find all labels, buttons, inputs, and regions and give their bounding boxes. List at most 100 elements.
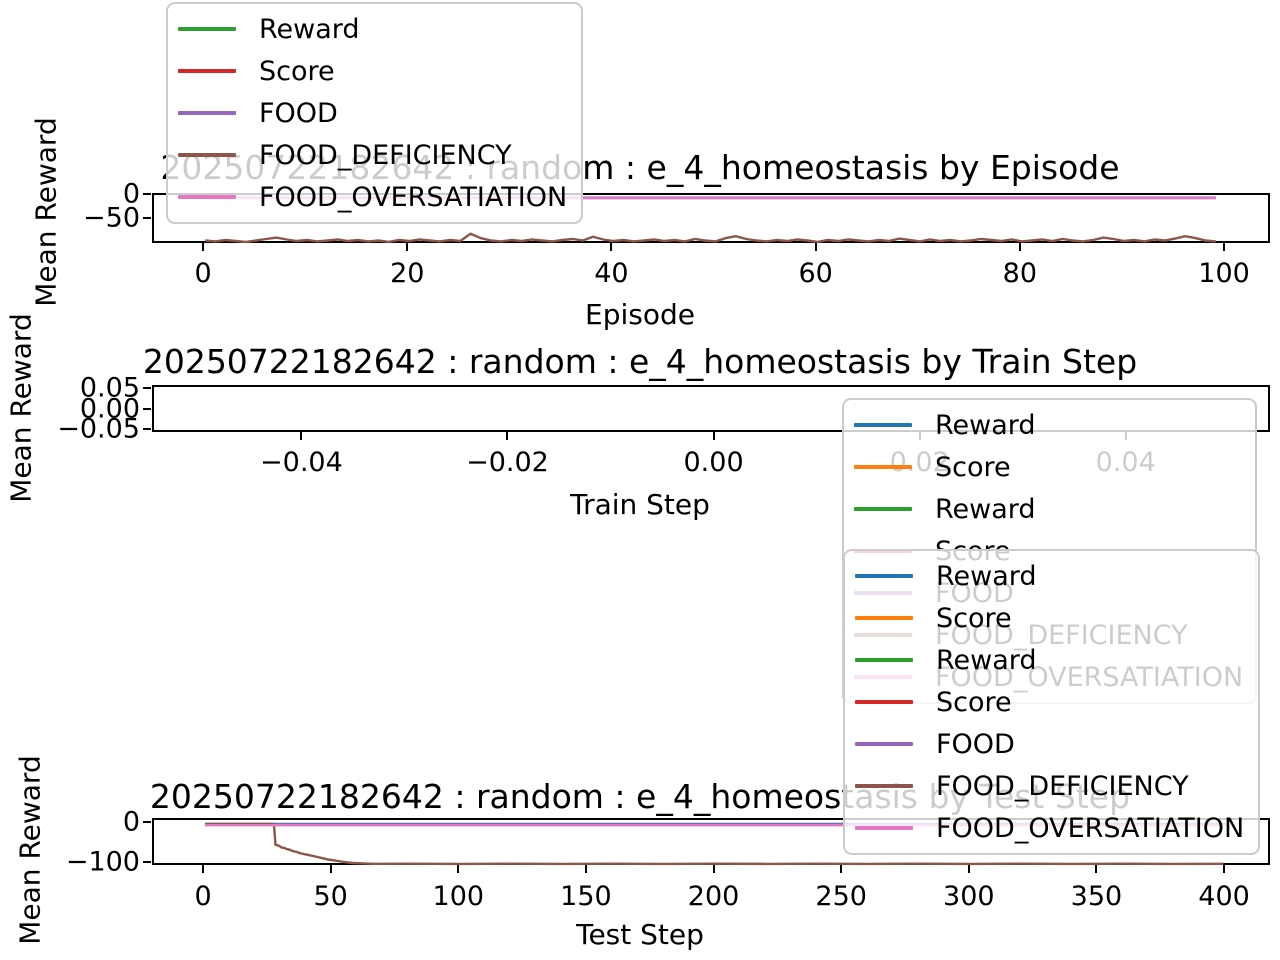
y-tick-mark [143, 427, 151, 430]
legend-line-swatch-blue [854, 423, 912, 427]
legend-label: Reward [935, 493, 1036, 525]
legend-label: Reward [936, 560, 1037, 592]
legend-row: FOOD_OVERSATIATION [855, 807, 1244, 849]
x-tick-mark [406, 243, 409, 251]
y-tick-label: 0 [122, 806, 140, 838]
legend-line-swatch-green [855, 658, 913, 662]
plot3-yaxis-label: Mean Reward [13, 755, 47, 945]
legend-row: FOOD_DEFICIENCY [178, 134, 567, 176]
plot3-xaxis-label: Test Step [576, 918, 704, 951]
x-tick-label: 20 [390, 258, 425, 289]
x-tick-label: 100 [1198, 258, 1250, 289]
x-tick-mark [457, 865, 460, 873]
legend-label: Reward [935, 409, 1036, 441]
plot1-yaxis-label: Mean Reward [29, 117, 63, 307]
legend-row: Reward [855, 639, 1244, 681]
y-tick-mark [143, 820, 151, 823]
legend-line-swatch-green [178, 27, 236, 31]
x-tick-label: 100 [432, 881, 485, 912]
x-tick-label: 200 [687, 881, 740, 912]
x-tick-label: 60 [798, 258, 833, 289]
y-tick-label: −0.05 [57, 413, 140, 445]
legend-line-swatch-pink [855, 826, 913, 830]
x-tick-mark [1223, 243, 1226, 251]
series-line-food_deficiency [204, 232, 1216, 244]
legend-label: Reward [936, 644, 1037, 676]
x-tick-mark [967, 865, 970, 873]
y-tick-mark [143, 387, 151, 390]
x-tick-label: −0.02 [466, 447, 549, 478]
x-tick-label: 400 [1198, 881, 1250, 912]
series-line-food_deficiency [205, 822, 1224, 866]
y-tick-label: −100 [65, 846, 140, 878]
y-tick-label: 0.05 [79, 372, 140, 404]
legend-line-swatch-brown [178, 153, 236, 157]
legend-label: FOOD_OVERSATIATION [936, 812, 1245, 844]
x-tick-label: 0.00 [683, 447, 744, 478]
legend-label: FOOD_DEFICIENCY [259, 139, 512, 171]
y-tick-mark [143, 860, 151, 863]
legend-line-swatch-purple [855, 742, 913, 746]
legend-label: Score [936, 686, 1012, 718]
legend-line-swatch-purple [178, 111, 236, 115]
legend-row: FOOD_DEFICIENCY [855, 765, 1244, 807]
plot2-xaxis-label: Train Step [570, 488, 710, 521]
legend-row: Score [854, 446, 1241, 488]
legend-line-swatch-orange [854, 465, 912, 469]
y-tick-mark [143, 217, 151, 219]
x-tick-mark [202, 865, 205, 873]
legend-line-swatch-green [854, 507, 912, 511]
x-tick-label: 250 [815, 881, 867, 912]
x-tick-label: 0 [194, 258, 212, 289]
plot2-axes [152, 385, 1270, 432]
x-tick-mark [1095, 865, 1098, 873]
legend-label: FOOD [259, 97, 338, 129]
x-tick-mark [1223, 865, 1226, 873]
x-tick-label: 150 [560, 881, 612, 912]
legend-line-swatch-orange [855, 616, 913, 620]
x-tick-mark [712, 432, 715, 440]
legend-row: Reward [854, 488, 1241, 530]
x-tick-label: 0 [194, 881, 212, 912]
plot1-legend: Reward Score FOOD FOOD_DEFICIENCY FOOD_OVERS… [166, 2, 583, 224]
legend-line-swatch-red [855, 700, 913, 704]
x-tick-label: −0.04 [260, 447, 343, 478]
x-tick-mark [584, 865, 587, 873]
x-tick-label: 50 [313, 881, 348, 912]
legend-row: FOOD [178, 92, 567, 134]
legend-row: Score [855, 681, 1244, 723]
x-tick-mark [300, 432, 303, 440]
y-tick-label: 0 [122, 178, 140, 210]
legend-row: FOOD [855, 723, 1244, 765]
x-tick-mark [506, 432, 509, 440]
legend-label: Score [259, 55, 335, 87]
x-tick-label: 300 [943, 881, 995, 912]
plot1-xaxis-label: Episode [585, 298, 695, 331]
y-tick-mark [143, 407, 151, 410]
y-tick-mark [143, 193, 151, 196]
x-tick-label: 40 [594, 258, 629, 289]
legend-line-swatch-pink [178, 195, 236, 199]
plot2-title: 20250722182642 : random : e_4_homeostasi… [142, 342, 1138, 381]
y-tick-label: 0.00 [79, 393, 140, 424]
x-tick-mark [610, 243, 613, 251]
plot3-legend: Reward Score Reward Score FOOD FOOD_DEFICIENC… [843, 549, 1260, 855]
legend-row: FOOD_OVERSATIATION [178, 176, 567, 218]
x-tick-mark [202, 243, 205, 251]
legend-line-swatch-red [178, 69, 236, 73]
legend-label: Score [936, 602, 1012, 634]
legend-row: Reward [854, 404, 1241, 446]
legend-label: FOOD_DEFICIENCY [936, 770, 1189, 802]
x-tick-mark [1018, 243, 1021, 251]
x-tick-mark [814, 243, 817, 251]
legend-label: FOOD [936, 728, 1015, 760]
x-tick-mark [712, 865, 715, 873]
legend-label: Reward [259, 13, 360, 45]
legend-line-swatch-blue [855, 574, 913, 578]
legend-label: Score [935, 451, 1011, 483]
legend-line-swatch-brown [855, 784, 913, 788]
legend-row: Reward [855, 555, 1244, 597]
x-tick-label: 350 [1070, 881, 1123, 912]
plot2-yaxis-label: Mean Reward [4, 313, 38, 503]
